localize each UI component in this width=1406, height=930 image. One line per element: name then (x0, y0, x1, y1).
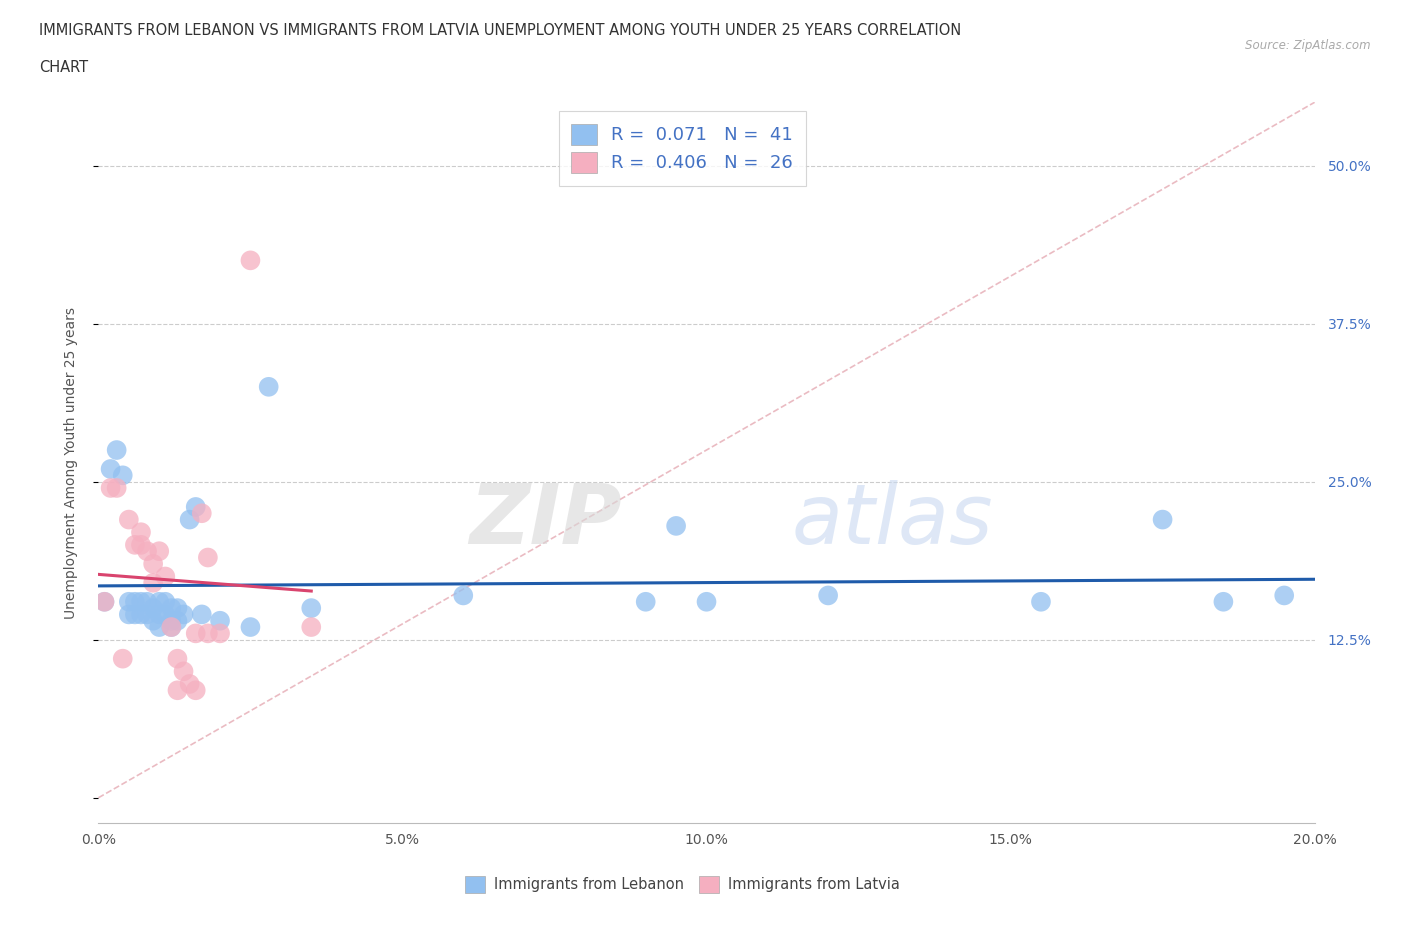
Point (184, 626, 207, 641)
Point (111, 651, 134, 666)
Point (129, 538, 152, 552)
Point (142, 576, 165, 591)
Point (136, 607, 159, 622)
Point (118, 594, 141, 609)
Point (179, 676, 201, 691)
Point (129, 594, 152, 609)
Point (142, 556, 165, 571)
Point (124, 594, 146, 609)
Point (148, 619, 170, 634)
Point (209, 626, 232, 641)
Point (155, 594, 177, 609)
Text: ZIP: ZIP (468, 480, 621, 561)
Point (136, 544, 159, 559)
Point (665, 518, 688, 533)
Point (142, 613, 165, 628)
Point (155, 607, 177, 622)
Point (453, 588, 475, 603)
Text: atlas: atlas (792, 480, 993, 561)
Point (1212, 594, 1234, 609)
Text: CHART: CHART (39, 60, 89, 75)
Point (160, 601, 183, 616)
Point (197, 626, 219, 641)
Text: IMMIGRANTS FROM LEBANON VS IMMIGRANTS FROM LATVIA UNEMPLOYMENT AMONG YOUTH UNDER: IMMIGRANTS FROM LEBANON VS IMMIGRANTS FR… (39, 23, 962, 38)
Point (1029, 594, 1052, 609)
Point (239, 253, 262, 268)
Point (129, 525, 152, 539)
Point (160, 619, 183, 634)
Point (239, 619, 262, 634)
Point (166, 683, 188, 698)
Point (166, 601, 188, 616)
Point (93, 594, 115, 609)
Point (129, 607, 152, 622)
Point (197, 550, 219, 565)
Point (124, 607, 146, 622)
Point (817, 588, 839, 603)
Point (142, 601, 165, 616)
Point (191, 607, 214, 622)
Point (111, 468, 134, 483)
Point (136, 594, 159, 609)
Point (184, 683, 207, 698)
Point (124, 538, 146, 552)
Point (191, 506, 214, 521)
Point (148, 594, 170, 609)
Legend: Immigrants from Lebanon, Immigrants from Latvia: Immigrants from Lebanon, Immigrants from… (458, 870, 905, 898)
Point (634, 594, 657, 609)
Point (184, 499, 207, 514)
Point (160, 613, 183, 628)
Point (100, 461, 122, 476)
Point (166, 613, 188, 628)
Point (100, 481, 122, 496)
Point (105, 481, 128, 496)
Text: Source: ZipAtlas.com: Source: ZipAtlas.com (1246, 39, 1371, 52)
Point (299, 601, 322, 616)
Y-axis label: Unemployment Among Youth under 25 years: Unemployment Among Youth under 25 years (63, 307, 77, 618)
Point (105, 443, 128, 458)
Point (148, 544, 170, 559)
Point (696, 594, 718, 609)
Point (1152, 512, 1174, 527)
Point (155, 569, 177, 584)
Point (1272, 588, 1295, 603)
Point (209, 613, 232, 628)
Point (173, 664, 195, 679)
Point (118, 512, 141, 527)
Point (173, 607, 195, 622)
Point (160, 619, 183, 634)
Point (148, 607, 170, 622)
Point (257, 379, 280, 394)
Point (299, 619, 322, 634)
Point (179, 512, 201, 527)
Point (166, 651, 188, 666)
Point (118, 607, 141, 622)
Point (93, 594, 115, 609)
